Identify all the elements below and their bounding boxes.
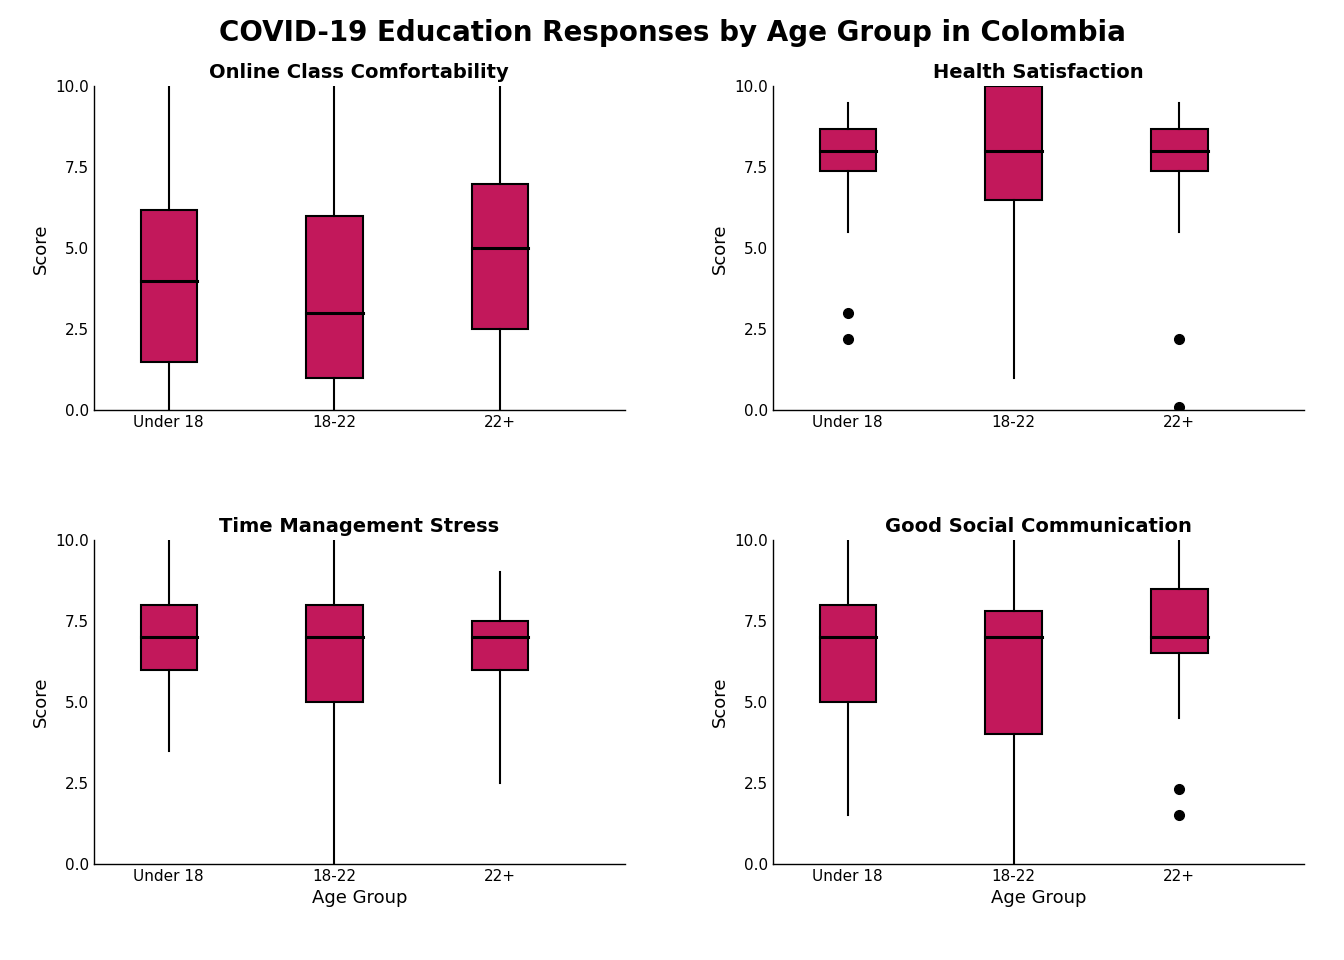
- Bar: [985, 612, 1042, 734]
- X-axis label: Age Group: Age Group: [991, 889, 1086, 907]
- Y-axis label: Score: Score: [711, 677, 728, 728]
- Bar: [141, 605, 196, 670]
- Bar: [1152, 129, 1207, 171]
- Text: COVID-19 Education Responses by Age Group in Colombia: COVID-19 Education Responses by Age Grou…: [219, 19, 1125, 47]
- Bar: [1152, 588, 1207, 654]
- Bar: [820, 129, 876, 171]
- Bar: [472, 183, 528, 329]
- Bar: [985, 86, 1042, 200]
- Bar: [820, 605, 876, 702]
- Title: Online Class Comfortability: Online Class Comfortability: [210, 63, 509, 82]
- Bar: [472, 621, 528, 670]
- Bar: [141, 209, 196, 362]
- Bar: [306, 216, 363, 378]
- Y-axis label: Score: Score: [32, 677, 50, 728]
- Title: Time Management Stress: Time Management Stress: [219, 516, 500, 536]
- Title: Good Social Communication: Good Social Communication: [884, 516, 1192, 536]
- X-axis label: Age Group: Age Group: [312, 889, 407, 907]
- Y-axis label: Score: Score: [32, 223, 50, 274]
- Bar: [306, 605, 363, 702]
- Title: Health Satisfaction: Health Satisfaction: [933, 63, 1144, 82]
- Y-axis label: Score: Score: [711, 223, 728, 274]
